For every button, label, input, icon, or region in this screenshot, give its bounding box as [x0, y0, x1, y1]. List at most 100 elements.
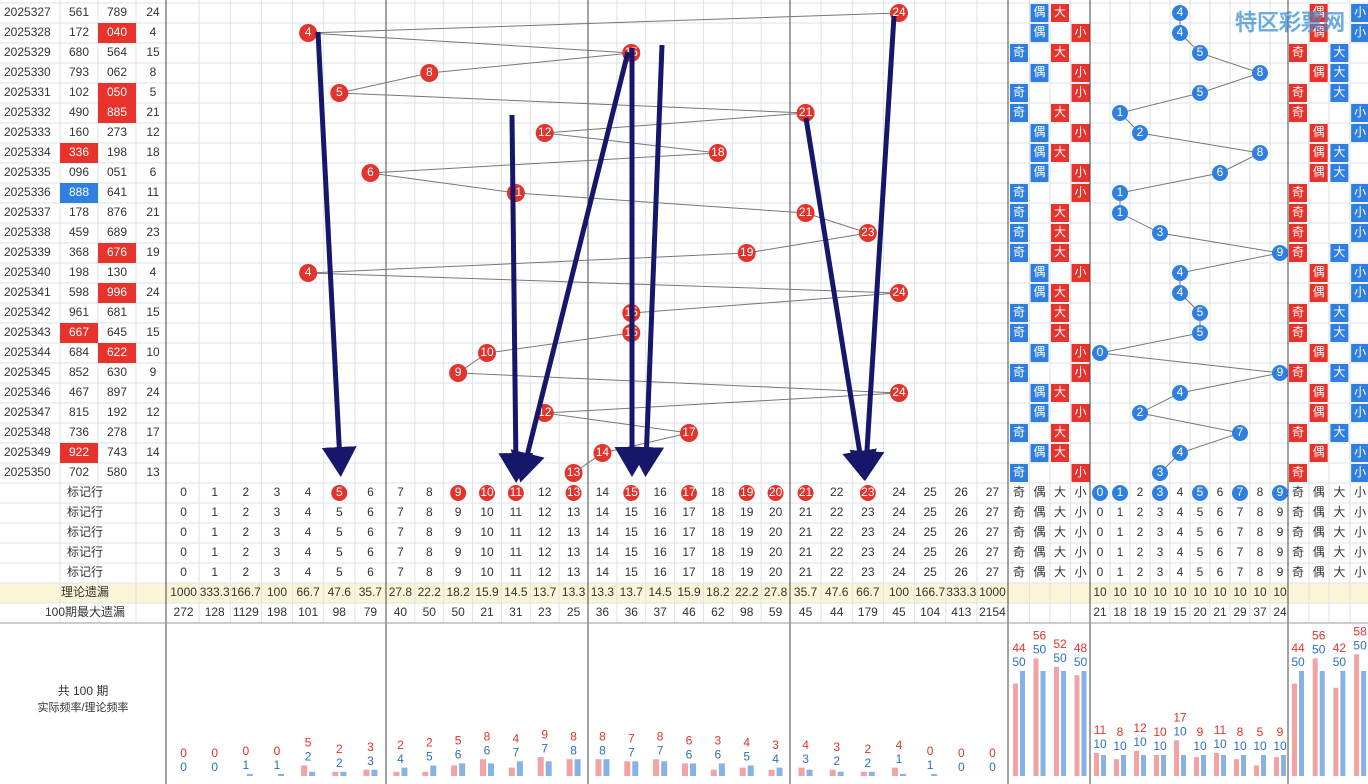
actual-label: 4 — [896, 738, 903, 752]
number-highlight — [98, 103, 136, 123]
number: 684 — [69, 345, 89, 359]
cell-mark — [1010, 364, 1028, 382]
actual-label: 8 — [1237, 725, 1244, 739]
sum-ball-label: 10 — [480, 345, 494, 359]
number: 198 — [107, 145, 127, 159]
max-value: 21 — [480, 605, 494, 619]
max-value: 44 — [830, 605, 844, 619]
col-label: 17 — [682, 485, 696, 499]
cell-mark — [1309, 124, 1328, 142]
cell-mark — [1071, 184, 1090, 202]
parity: 奇 — [1013, 465, 1025, 479]
col-label: 奇 — [1292, 545, 1304, 559]
col-label: 3 — [274, 525, 281, 539]
max-value: 31 — [509, 605, 523, 619]
theory-bar — [1161, 755, 1166, 776]
parity: 偶 — [1033, 445, 1045, 459]
tail-size: 小 — [1354, 105, 1366, 119]
actual-bar — [1054, 666, 1059, 776]
period: 2025342 — [4, 305, 51, 319]
size: 大 — [1054, 5, 1066, 19]
cell-mark — [1030, 124, 1049, 142]
col-label: 8 — [1257, 565, 1264, 579]
sum-ball-label: 19 — [740, 245, 754, 259]
row-label: 标记行 — [67, 485, 103, 499]
col-label: 偶 — [1033, 485, 1045, 499]
actual-label: 0 — [211, 746, 218, 760]
max-value: 2154 — [979, 605, 1006, 619]
actual-label: 8 — [484, 729, 491, 743]
tail-size: 小 — [1354, 265, 1366, 279]
period: 2025339 — [4, 245, 51, 259]
actual-bar — [624, 761, 631, 776]
size: 大 — [1054, 145, 1066, 159]
col-label: 1 — [211, 485, 218, 499]
sum-ball — [796, 204, 815, 222]
cell-mark — [1309, 164, 1328, 182]
col-label: 27 — [986, 545, 1000, 559]
cell-mark — [1309, 264, 1328, 282]
col-label: 5 — [1197, 565, 1204, 579]
col-label: 6 — [367, 485, 374, 499]
theory-value: 333.3 — [200, 585, 230, 599]
actual-label: 0 — [958, 746, 965, 760]
cell-mark — [1330, 304, 1349, 322]
tail-ball — [1212, 165, 1228, 181]
cell-mark — [1030, 444, 1049, 462]
period: 2025332 — [4, 105, 51, 119]
tail-parity: 奇 — [1292, 425, 1304, 439]
number: 885 — [107, 105, 127, 119]
theory-value: 22.2 — [418, 585, 442, 599]
col-label: 6 — [1217, 505, 1224, 519]
actual-label: 11 — [1094, 723, 1107, 737]
theory-label: 50 — [1053, 651, 1067, 665]
parity: 偶 — [1033, 405, 1045, 419]
marked — [1092, 485, 1108, 501]
col-label: 5 — [336, 545, 343, 559]
size: 大 — [1054, 285, 1066, 299]
number: 096 — [69, 165, 89, 179]
tail-size: 大 — [1333, 45, 1345, 59]
cell-mark — [1071, 404, 1090, 422]
tail-ball-label: 5 — [1197, 85, 1204, 99]
col-label: 18 — [711, 545, 725, 559]
col-label: 9 — [1277, 545, 1284, 559]
number: 580 — [107, 465, 127, 479]
number: 178 — [69, 205, 89, 219]
number: 278 — [107, 425, 127, 439]
theory-bar — [1299, 671, 1304, 776]
theory-label: 10 — [1153, 739, 1167, 753]
col-label: 25 — [923, 545, 937, 559]
sum-ball — [299, 24, 318, 42]
max-value: 62 — [711, 605, 725, 619]
tail-ball — [1272, 245, 1288, 261]
sum-ball-label: 5 — [336, 85, 343, 99]
number: 192 — [107, 405, 127, 419]
col-label: 3 — [1157, 505, 1164, 519]
actual-label: 5 — [455, 734, 462, 748]
actual-label: 52 — [1053, 637, 1067, 651]
sum: 9 — [150, 365, 157, 379]
theory-value: 13.7 — [620, 585, 644, 599]
arrow — [510, 51, 631, 483]
actual-bar — [1214, 752, 1219, 776]
max-value: 18 — [1133, 605, 1147, 619]
tail-ball — [1192, 85, 1208, 101]
max-value: 413 — [951, 605, 971, 619]
theory-value: 35.7 — [359, 585, 383, 599]
col-label: 16 — [653, 545, 667, 559]
col-label: 8 — [1257, 525, 1264, 539]
theory-label: 5 — [743, 750, 750, 764]
col-label: 25 — [923, 505, 937, 519]
theory-value: 1000 — [979, 585, 1006, 599]
theory-bar — [1221, 755, 1226, 776]
max-value: 23 — [538, 605, 552, 619]
col-label: 14 — [596, 545, 610, 559]
tail-size: 小 — [1354, 465, 1366, 479]
tail-size: 大 — [1333, 65, 1345, 79]
max-value: 21 — [1093, 605, 1107, 619]
row-label: 标记行 — [67, 545, 103, 559]
theory-value: 66.7 — [296, 585, 320, 599]
actual-bar — [682, 763, 688, 776]
sum: 4 — [150, 265, 157, 279]
